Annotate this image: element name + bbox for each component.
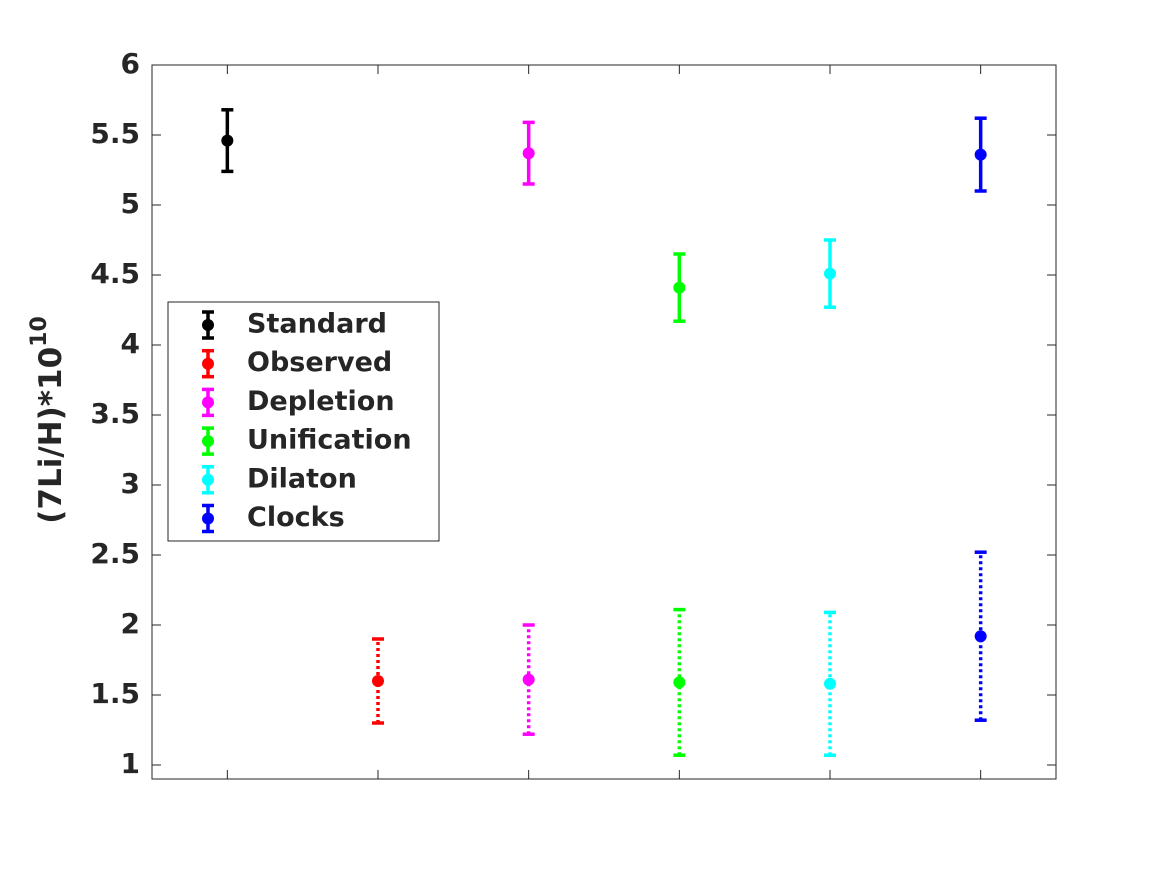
- legend: Standard Observed Depletion Unification Dila…: [167, 301, 440, 542]
- legend-marker: [202, 473, 214, 486]
- y-tick-label: 3: [121, 467, 140, 500]
- y-tick-label: 2.5: [90, 537, 140, 570]
- legend-marker: [202, 396, 214, 409]
- point: [522, 147, 535, 160]
- point: [673, 281, 686, 294]
- point: [974, 148, 987, 161]
- point: [522, 673, 535, 686]
- y-tick-label: 2: [121, 607, 140, 640]
- legend-marker: [202, 357, 214, 370]
- y-label-exponent: 10: [27, 316, 52, 347]
- y-label-base: (7Li/H)*10: [33, 347, 69, 524]
- point: [824, 267, 836, 280]
- y-tick-label: 5.5: [90, 117, 140, 150]
- y-tick-label: 3.5: [90, 397, 140, 430]
- y-tick-label: 6: [121, 47, 140, 80]
- legend-label: Dilaton: [247, 463, 357, 494]
- y-tick-label: 4: [121, 327, 140, 360]
- point: [372, 675, 384, 687]
- y-axis-label: (7Li/H)*1010: [27, 316, 69, 524]
- y-tick-label: 1: [121, 747, 140, 780]
- legend-marker: [202, 319, 214, 331]
- y-tick-label: 5: [121, 187, 140, 220]
- point: [974, 630, 987, 643]
- legend-label: Observed: [247, 347, 392, 378]
- y-tick-label: 4.5: [90, 257, 140, 290]
- legend-label: Standard: [247, 309, 387, 340]
- error-bar: [824, 610, 836, 757]
- legend-label: Clocks: [247, 502, 345, 533]
- legend-marker: [202, 512, 214, 525]
- point: [673, 676, 686, 689]
- legend-marker: [202, 435, 214, 448]
- y-tick-label: 1.5: [90, 677, 140, 710]
- legend-label: Unification: [247, 425, 412, 456]
- legend-box: [167, 301, 440, 542]
- point: [221, 134, 234, 147]
- legend-label: Depletion: [247, 386, 395, 417]
- point: [824, 677, 836, 690]
